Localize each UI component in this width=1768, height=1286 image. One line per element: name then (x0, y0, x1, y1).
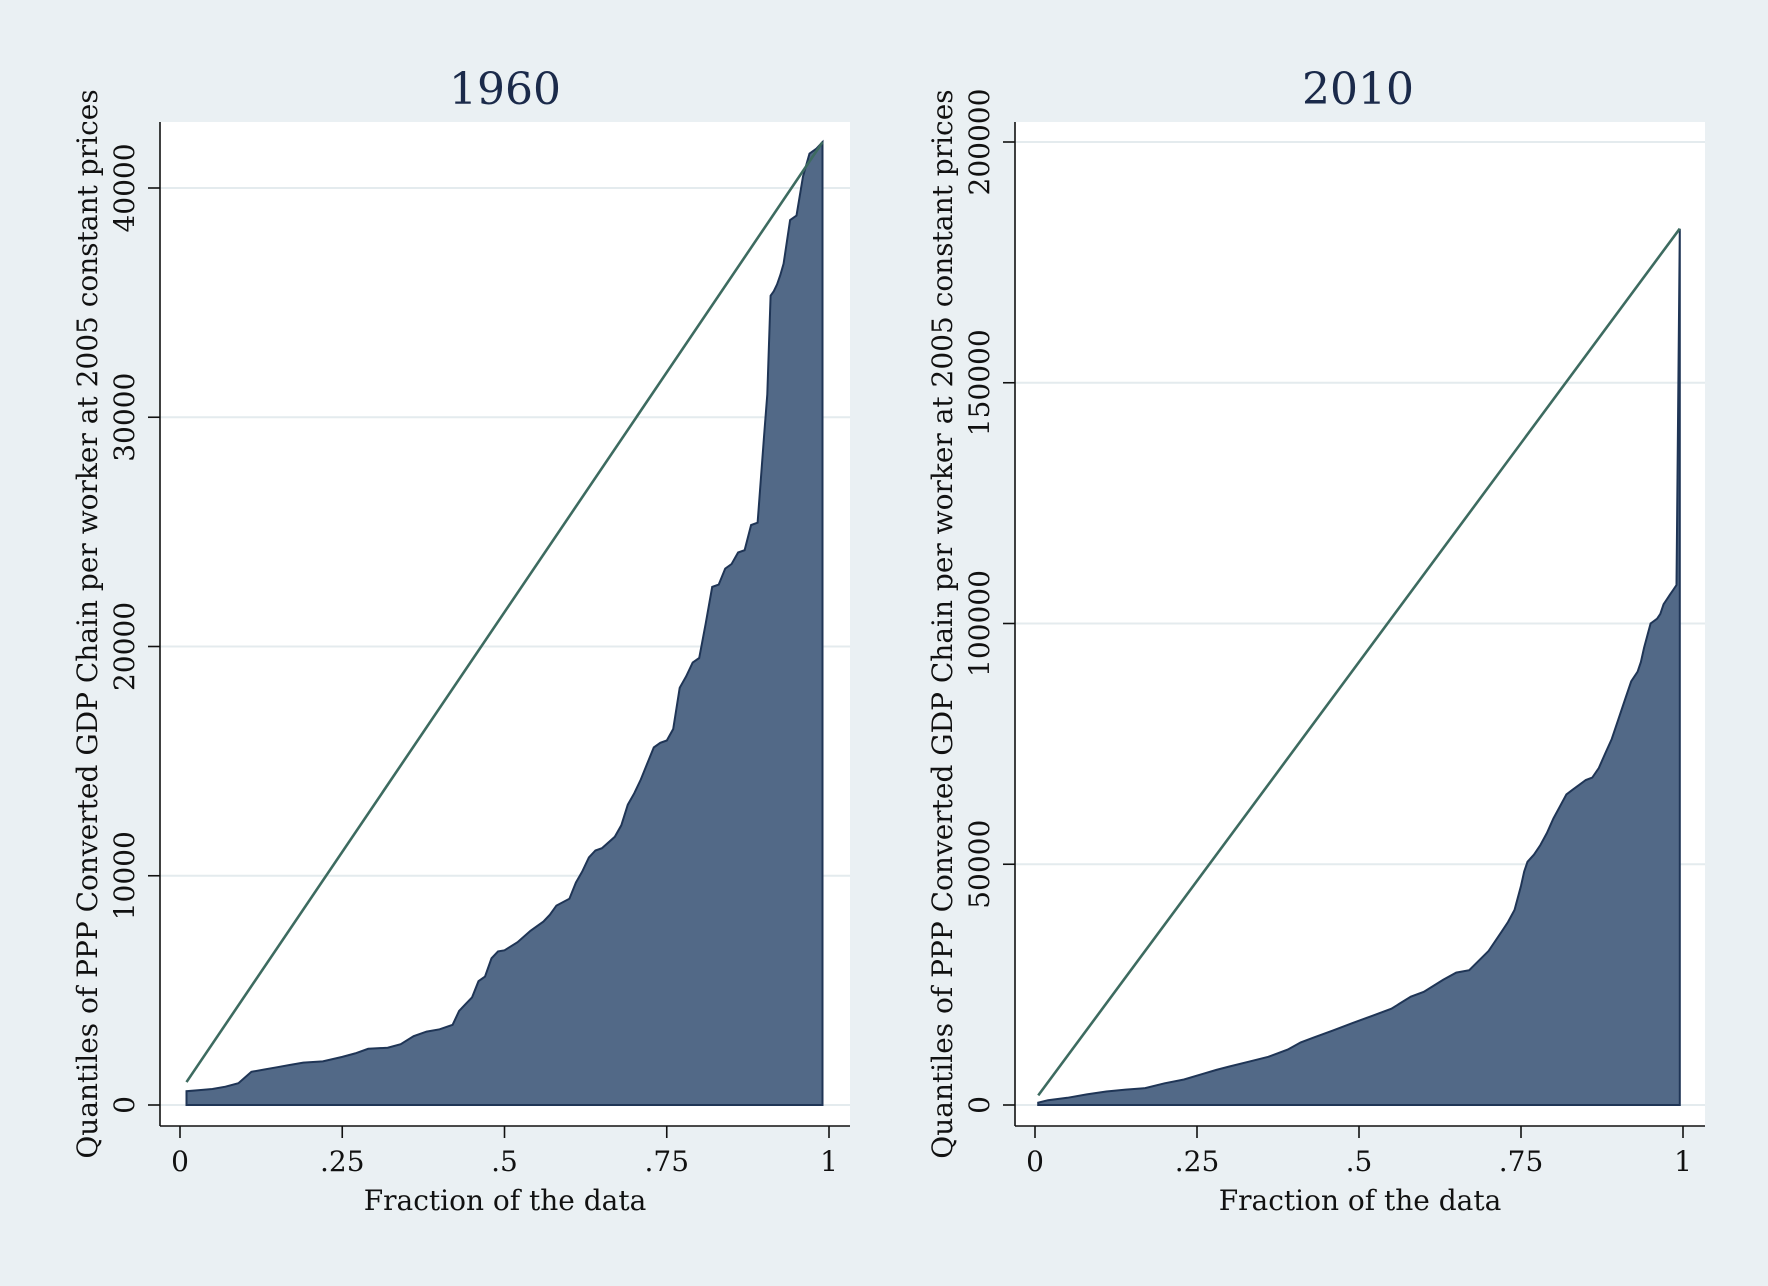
y-tick-label-0: 0 (963, 1096, 996, 1114)
quantile-area (185, 139, 824, 1106)
reference-line (1037, 227, 1681, 1097)
x-tick-label-1: .25 (1175, 1145, 1220, 1178)
y-tick-label-2: 100000 (963, 570, 996, 677)
x-tick-label-3: .75 (1499, 1145, 1544, 1178)
chart-panel-2010: 0 50000 100000 150000 200000 0 .25 .5 .75 1 2010 Fr… (926, 64, 1705, 1217)
x-tick-label-3: .75 (644, 1145, 689, 1178)
x-tick-label-0: 0 (171, 1145, 189, 1178)
chart-title: 1960 (449, 64, 561, 115)
x-tick-label-4: 1 (820, 1145, 838, 1178)
y-tick-label-4: 40000 (108, 143, 141, 232)
x-tick-label-2: .5 (1346, 1145, 1373, 1178)
x-tick-label-2: .5 (491, 1145, 518, 1178)
x-tick-label-0: 0 (1026, 1145, 1044, 1178)
y-tick-label-0: 0 (108, 1096, 141, 1114)
y-tick-label-2: 20000 (108, 602, 141, 691)
y-tick-label-4: 200000 (963, 89, 996, 196)
y-tick-label-3: 150000 (963, 329, 996, 436)
x-axis-title: Fraction of the data (1219, 1184, 1502, 1217)
x-axis-title: Fraction of the data (364, 1184, 647, 1217)
quantile-area (1037, 228, 1681, 1106)
x-tick-label-1: .25 (320, 1145, 365, 1178)
y-tick-label-3: 30000 (108, 373, 141, 462)
y-tick-label-1: 50000 (963, 820, 996, 909)
chart-title: 2010 (1302, 64, 1414, 115)
chart-panel-1960: 0 10000 20000 30000 40000 0 .25 .5 .75 1 1960 Fract… (71, 64, 850, 1217)
y-tick-label-1: 10000 (108, 831, 141, 920)
reference-line (185, 141, 824, 1083)
y-axis-title: Quantiles of PPP Converted GDP Chain per… (71, 89, 104, 1158)
x-tick-label-4: 1 (1674, 1145, 1692, 1178)
y-axis-title: Quantiles of PPP Converted GDP Chain per… (926, 89, 959, 1158)
